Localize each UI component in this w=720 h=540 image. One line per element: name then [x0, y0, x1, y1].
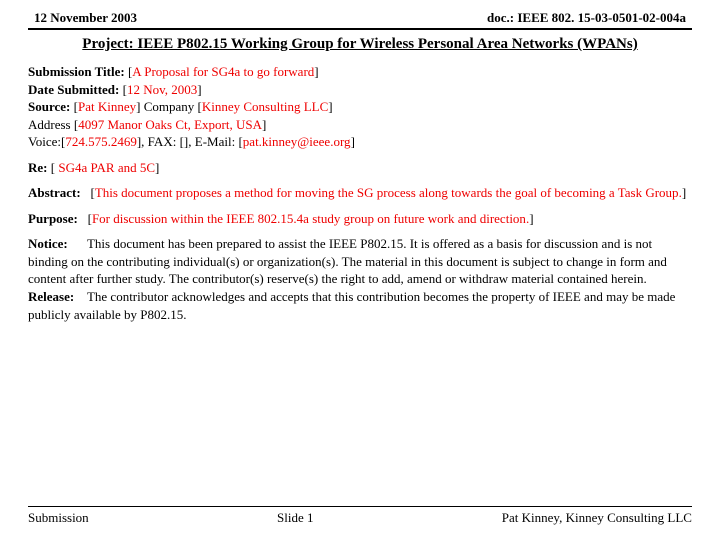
date-submitted-value: 12 Nov, 2003 — [127, 82, 197, 97]
footer-left: Submission — [28, 510, 89, 526]
re-value: SG4a PAR and 5C — [58, 160, 155, 175]
header-date: 12 November 2003 — [28, 10, 137, 26]
address-label: Address — [28, 117, 71, 132]
address-value: 4097 Manor Oaks Ct, Export, USA — [78, 117, 262, 132]
email-label: E-Mail: — [195, 134, 235, 149]
voice-value: 724.575.2469 — [65, 134, 137, 149]
voice-label: Voice: — [28, 134, 61, 149]
footer-right: Pat Kinney, Kinney Consulting LLC — [502, 510, 692, 526]
submission-block: Submission Title: [A Proposal for SG4a t… — [28, 63, 692, 151]
release-label: Release: — [28, 289, 74, 304]
document-page: 12 November 2003 doc.: IEEE 802. 15-03-0… — [0, 0, 720, 323]
abstract-label: Abstract: — [28, 185, 81, 200]
fax-label: FAX: — [148, 134, 177, 149]
purpose-value: For discussion within the IEEE 802.15.4a… — [92, 211, 526, 226]
company-value: Kinney Consulting LLC — [202, 99, 328, 114]
footer-center: Slide 1 — [277, 510, 313, 526]
release-value: The contributor acknowledges and accepts… — [28, 289, 675, 322]
company-label: Company — [144, 99, 195, 114]
submission-title-label: Submission Title: — [28, 64, 125, 79]
source-value: Pat Kinney — [78, 99, 136, 114]
header-bar: 12 November 2003 doc.: IEEE 802. 15-03-0… — [28, 10, 692, 30]
abstract-value: This document proposes a method for movi… — [95, 185, 679, 200]
abstract-block: Abstract: [This document proposes a meth… — [28, 184, 692, 202]
footer-bar: Submission Slide 1 Pat Kinney, Kinney Co… — [28, 506, 692, 526]
notice-value: This document has been prepared to assis… — [28, 236, 667, 286]
notice-label: Notice: — [28, 236, 68, 251]
document-title: Project: IEEE P802.15 Working Group for … — [28, 36, 692, 53]
submission-title-value: A Proposal for SG4a to go forward — [132, 64, 314, 79]
purpose-label: Purpose: — [28, 211, 78, 226]
email-value: pat.kinney@ieee.org — [243, 134, 351, 149]
purpose-block: Purpose: [For discussion within the IEEE… — [28, 210, 692, 228]
re-block: Re: [ SG4a PAR and 5C] — [28, 159, 692, 177]
source-label: Source: — [28, 99, 70, 114]
notice-release-block: Notice: This document has been prepared … — [28, 235, 692, 323]
header-docnum: doc.: IEEE 802. 15-03-0501-02-004a — [487, 10, 692, 26]
re-label: Re: — [28, 160, 48, 175]
date-submitted-label: Date Submitted: — [28, 82, 119, 97]
